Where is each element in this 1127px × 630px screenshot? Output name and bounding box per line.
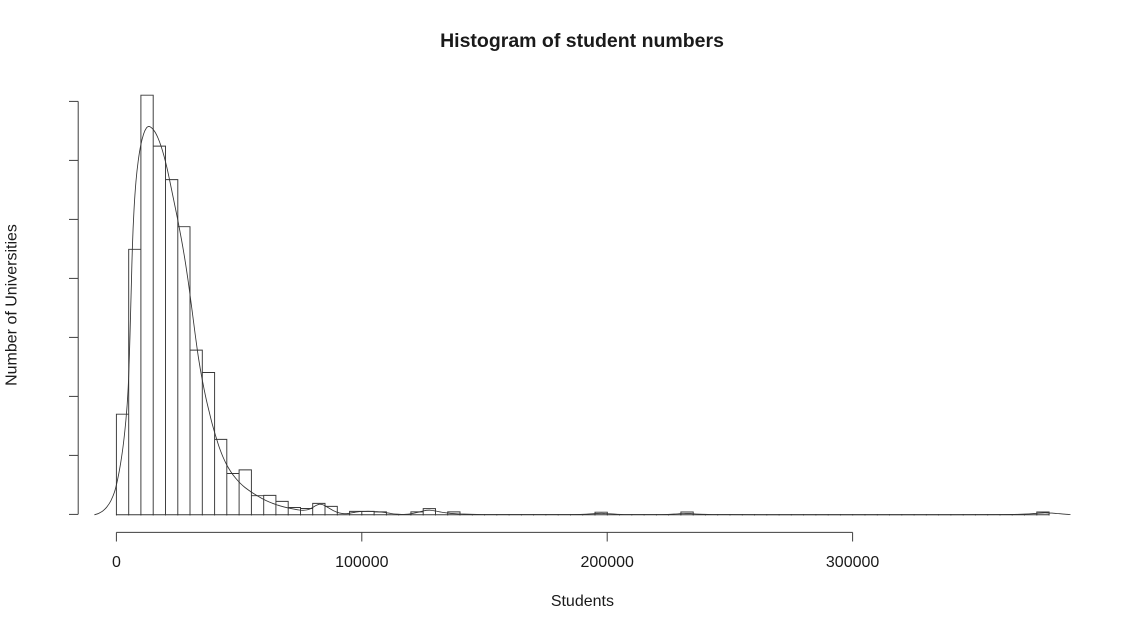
svg-text:Number of Universities: Number of Universities <box>4 224 21 386</box>
svg-text:Histogram of student numbers: Histogram of student numbers <box>440 30 724 52</box>
svg-text:0: 0 <box>112 554 121 571</box>
svg-text:300000: 300000 <box>826 554 879 571</box>
svg-text:100000: 100000 <box>335 554 388 571</box>
svg-text:Students: Students <box>551 593 614 610</box>
svg-text:200000: 200000 <box>581 554 634 571</box>
